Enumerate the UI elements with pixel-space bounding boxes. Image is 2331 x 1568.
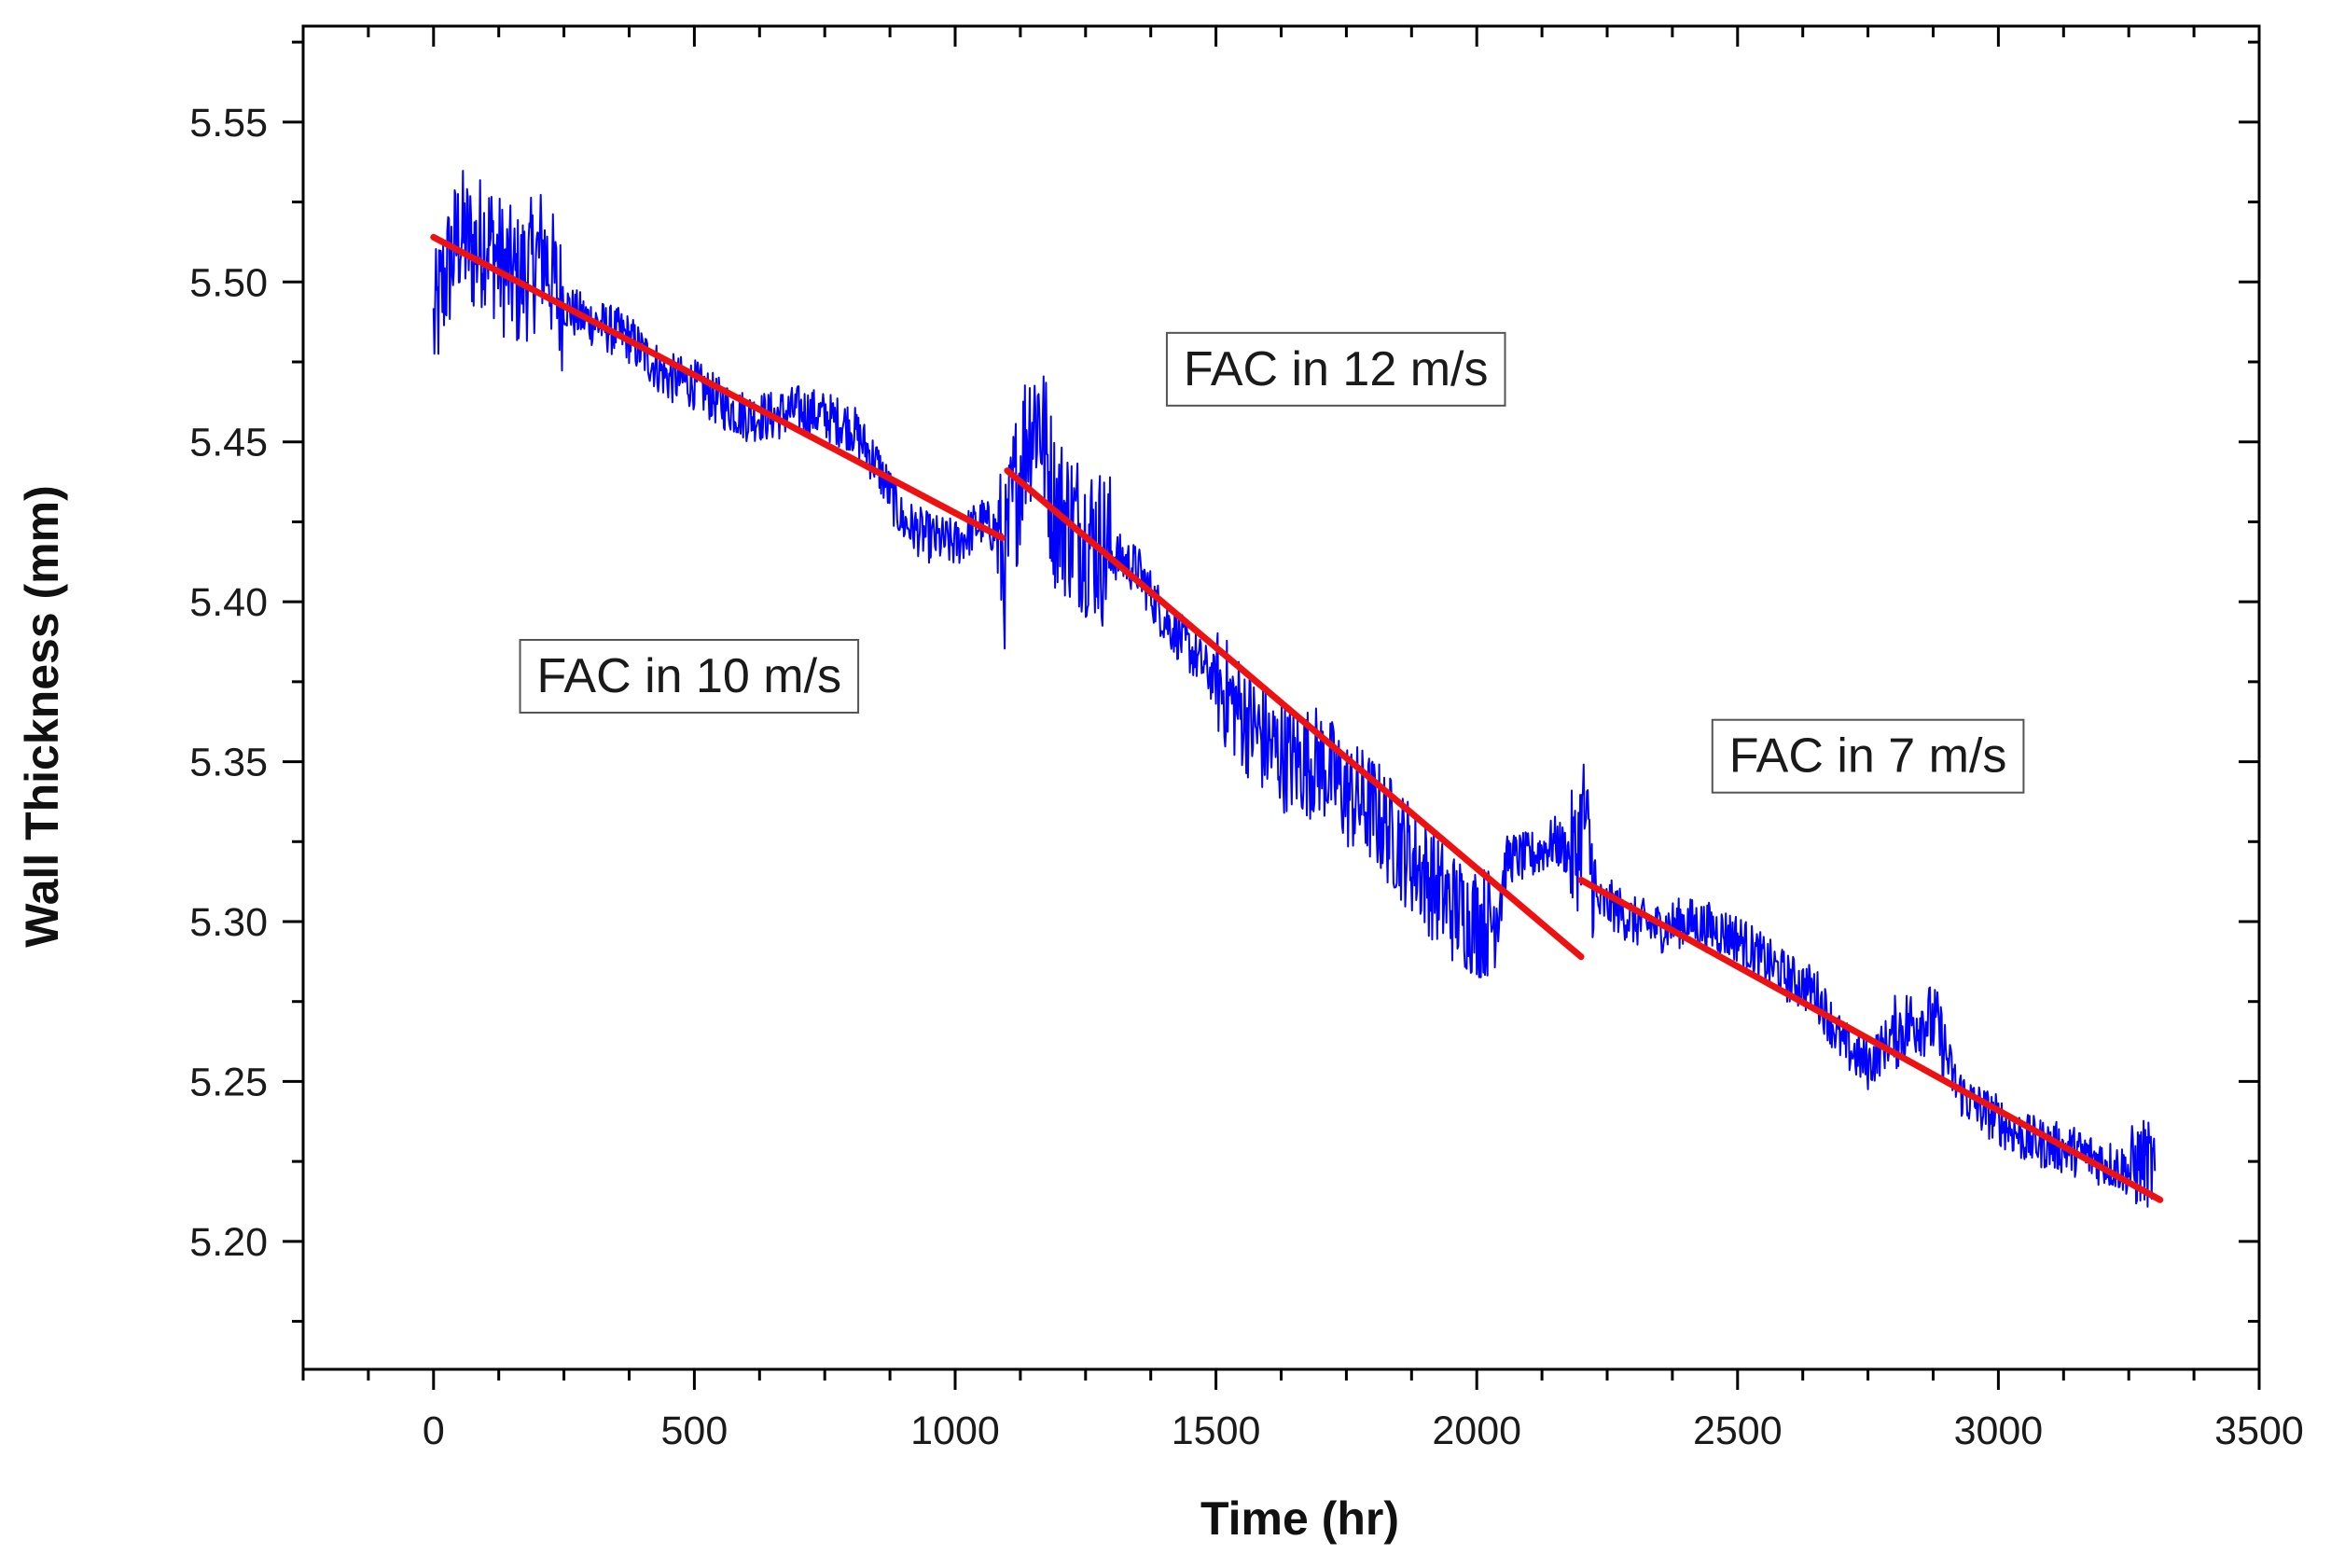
y-axis-title: Wall Thickness (mm) xyxy=(16,485,68,947)
y-tick-label: 5.45 xyxy=(189,421,268,465)
annotation-frame xyxy=(1711,718,2025,794)
y-tick-label: 5.30 xyxy=(189,900,268,945)
fit-line-1 xyxy=(430,233,1006,542)
y-tick-label: 5.50 xyxy=(189,260,268,305)
y-tick-label: 5.35 xyxy=(189,741,268,785)
fit-line-2 xyxy=(1004,467,1585,961)
series-line-measured xyxy=(432,170,2157,1208)
annotation-text: FAC in 7 m/s xyxy=(1729,729,2007,784)
x-axis-title: Time (hr) xyxy=(1200,1492,1399,1545)
x-tick-label: 2500 xyxy=(1693,1408,1783,1453)
annotation-text: FAC in 12 m/s xyxy=(1184,342,1489,396)
annotation-text: FAC in 10 m/s xyxy=(537,649,842,703)
x-tick-label: 3000 xyxy=(1954,1408,2044,1453)
annotation-box: FAC in 12 m/s xyxy=(1165,331,1506,407)
series-layer xyxy=(432,170,2157,1208)
x-tick-label: 1000 xyxy=(910,1408,1000,1453)
annotation-box: FAC in 10 m/s xyxy=(519,639,860,714)
x-tick-label: 2000 xyxy=(1432,1408,1521,1453)
fit-line-3 xyxy=(1577,876,2164,1203)
annotation-frame xyxy=(1165,331,1506,407)
x-tick-label: 1500 xyxy=(1172,1408,1261,1453)
y-tick-label: 5.55 xyxy=(189,101,268,146)
y-tick-label: 5.20 xyxy=(189,1220,268,1265)
x-tick-label: 3500 xyxy=(2214,1408,2304,1453)
annotations-layer: FAC in 10 m/s FAC in 12 m/s FAC in 7 m/s xyxy=(519,331,2025,794)
annotation-box: FAC in 7 m/s xyxy=(1711,718,2025,794)
plot-area xyxy=(430,170,2164,1208)
x-tick-label: 500 xyxy=(661,1408,728,1453)
annotation-frame xyxy=(519,639,860,714)
y-tick-label: 5.40 xyxy=(189,580,268,625)
axis-ticks xyxy=(283,26,2261,1390)
y-tick-label: 5.25 xyxy=(189,1060,268,1104)
fit-lines-layer xyxy=(430,233,2164,1203)
tick-labels: 0 500 1000 1500 2000 2500 3000 3500 5.20 5.25 5.30… xyxy=(189,101,2304,1453)
x-tick-label: 0 xyxy=(423,1408,445,1453)
